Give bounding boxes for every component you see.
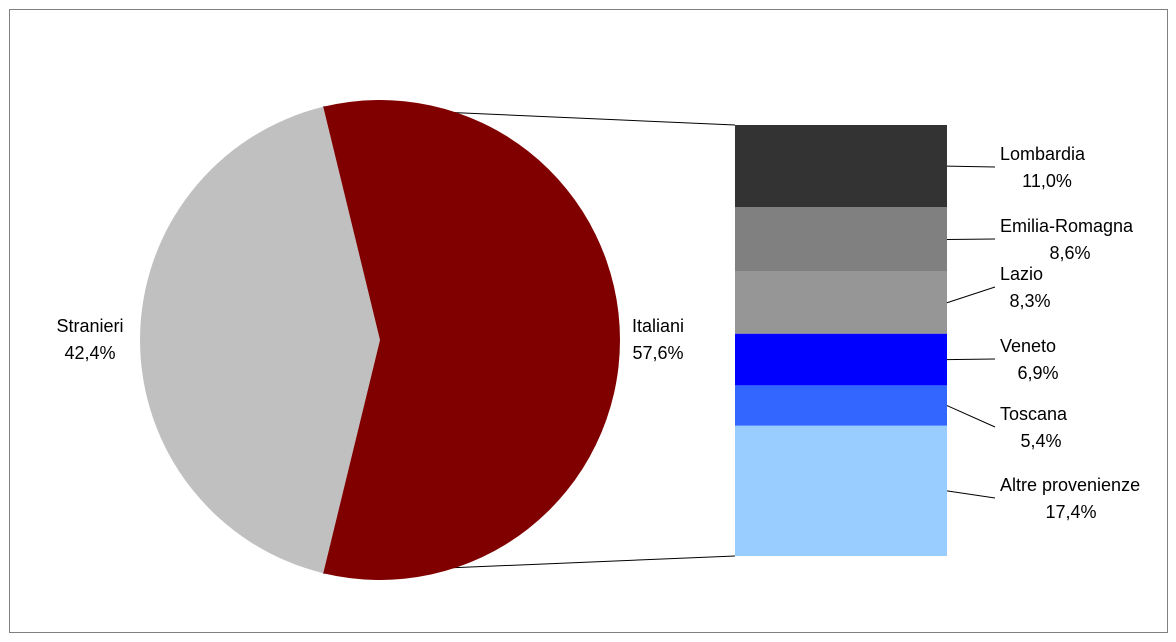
bar-segment-veneto xyxy=(735,333,947,386)
leader-line-altre-provenienze xyxy=(946,490,996,499)
label-stranieri-value: 42,4% xyxy=(64,343,115,363)
label-toscana-name: Toscana xyxy=(1000,404,1068,424)
leader-line-toscana xyxy=(946,405,996,428)
label-italiani-name: Italiani xyxy=(632,316,684,336)
label-emilia-romagna-value: 8,6% xyxy=(1049,243,1090,263)
bar-segment-lazio xyxy=(735,271,947,334)
label-altre-provenienze-name: Altre provenienze xyxy=(1000,475,1140,495)
leader-line-lazio xyxy=(946,286,996,304)
label-altre-provenienze-value: 17,4% xyxy=(1045,502,1096,522)
label-lombardia-name: Lombardia xyxy=(1000,144,1086,164)
pie-slice-italiani xyxy=(323,100,620,580)
label-veneto-name: Veneto xyxy=(1000,336,1056,356)
label-lombardia-value: 11,0% xyxy=(1022,171,1072,191)
label-veneto-value: 6,9% xyxy=(1017,363,1058,383)
data-labels: Stranieri 42,4% Italiani 57,6% Lombardia 11,0… xyxy=(56,144,1140,522)
stacked-bar xyxy=(735,125,947,556)
label-emilia-romagna-name: Emilia-Romagna xyxy=(1000,216,1134,236)
pie-slice-stranieri xyxy=(139,106,380,574)
label-lazio-value: 8,3% xyxy=(1009,291,1050,311)
label-italiani-value: 57,6% xyxy=(632,343,683,363)
bar-segment-emilia-romagna xyxy=(735,207,947,272)
label-lazio-name: Lazio xyxy=(1000,264,1043,284)
label-stranieri-name: Stranieri xyxy=(56,316,123,336)
label-toscana-value: 5,4% xyxy=(1020,431,1061,451)
bar-segment-lombardia xyxy=(735,125,947,208)
leader-line-veneto xyxy=(946,358,996,361)
bar-segment-toscana xyxy=(735,385,947,426)
pie xyxy=(139,100,620,580)
leader-line-lombardia xyxy=(946,165,996,168)
bar-segment-altre-provenienze xyxy=(735,425,947,556)
